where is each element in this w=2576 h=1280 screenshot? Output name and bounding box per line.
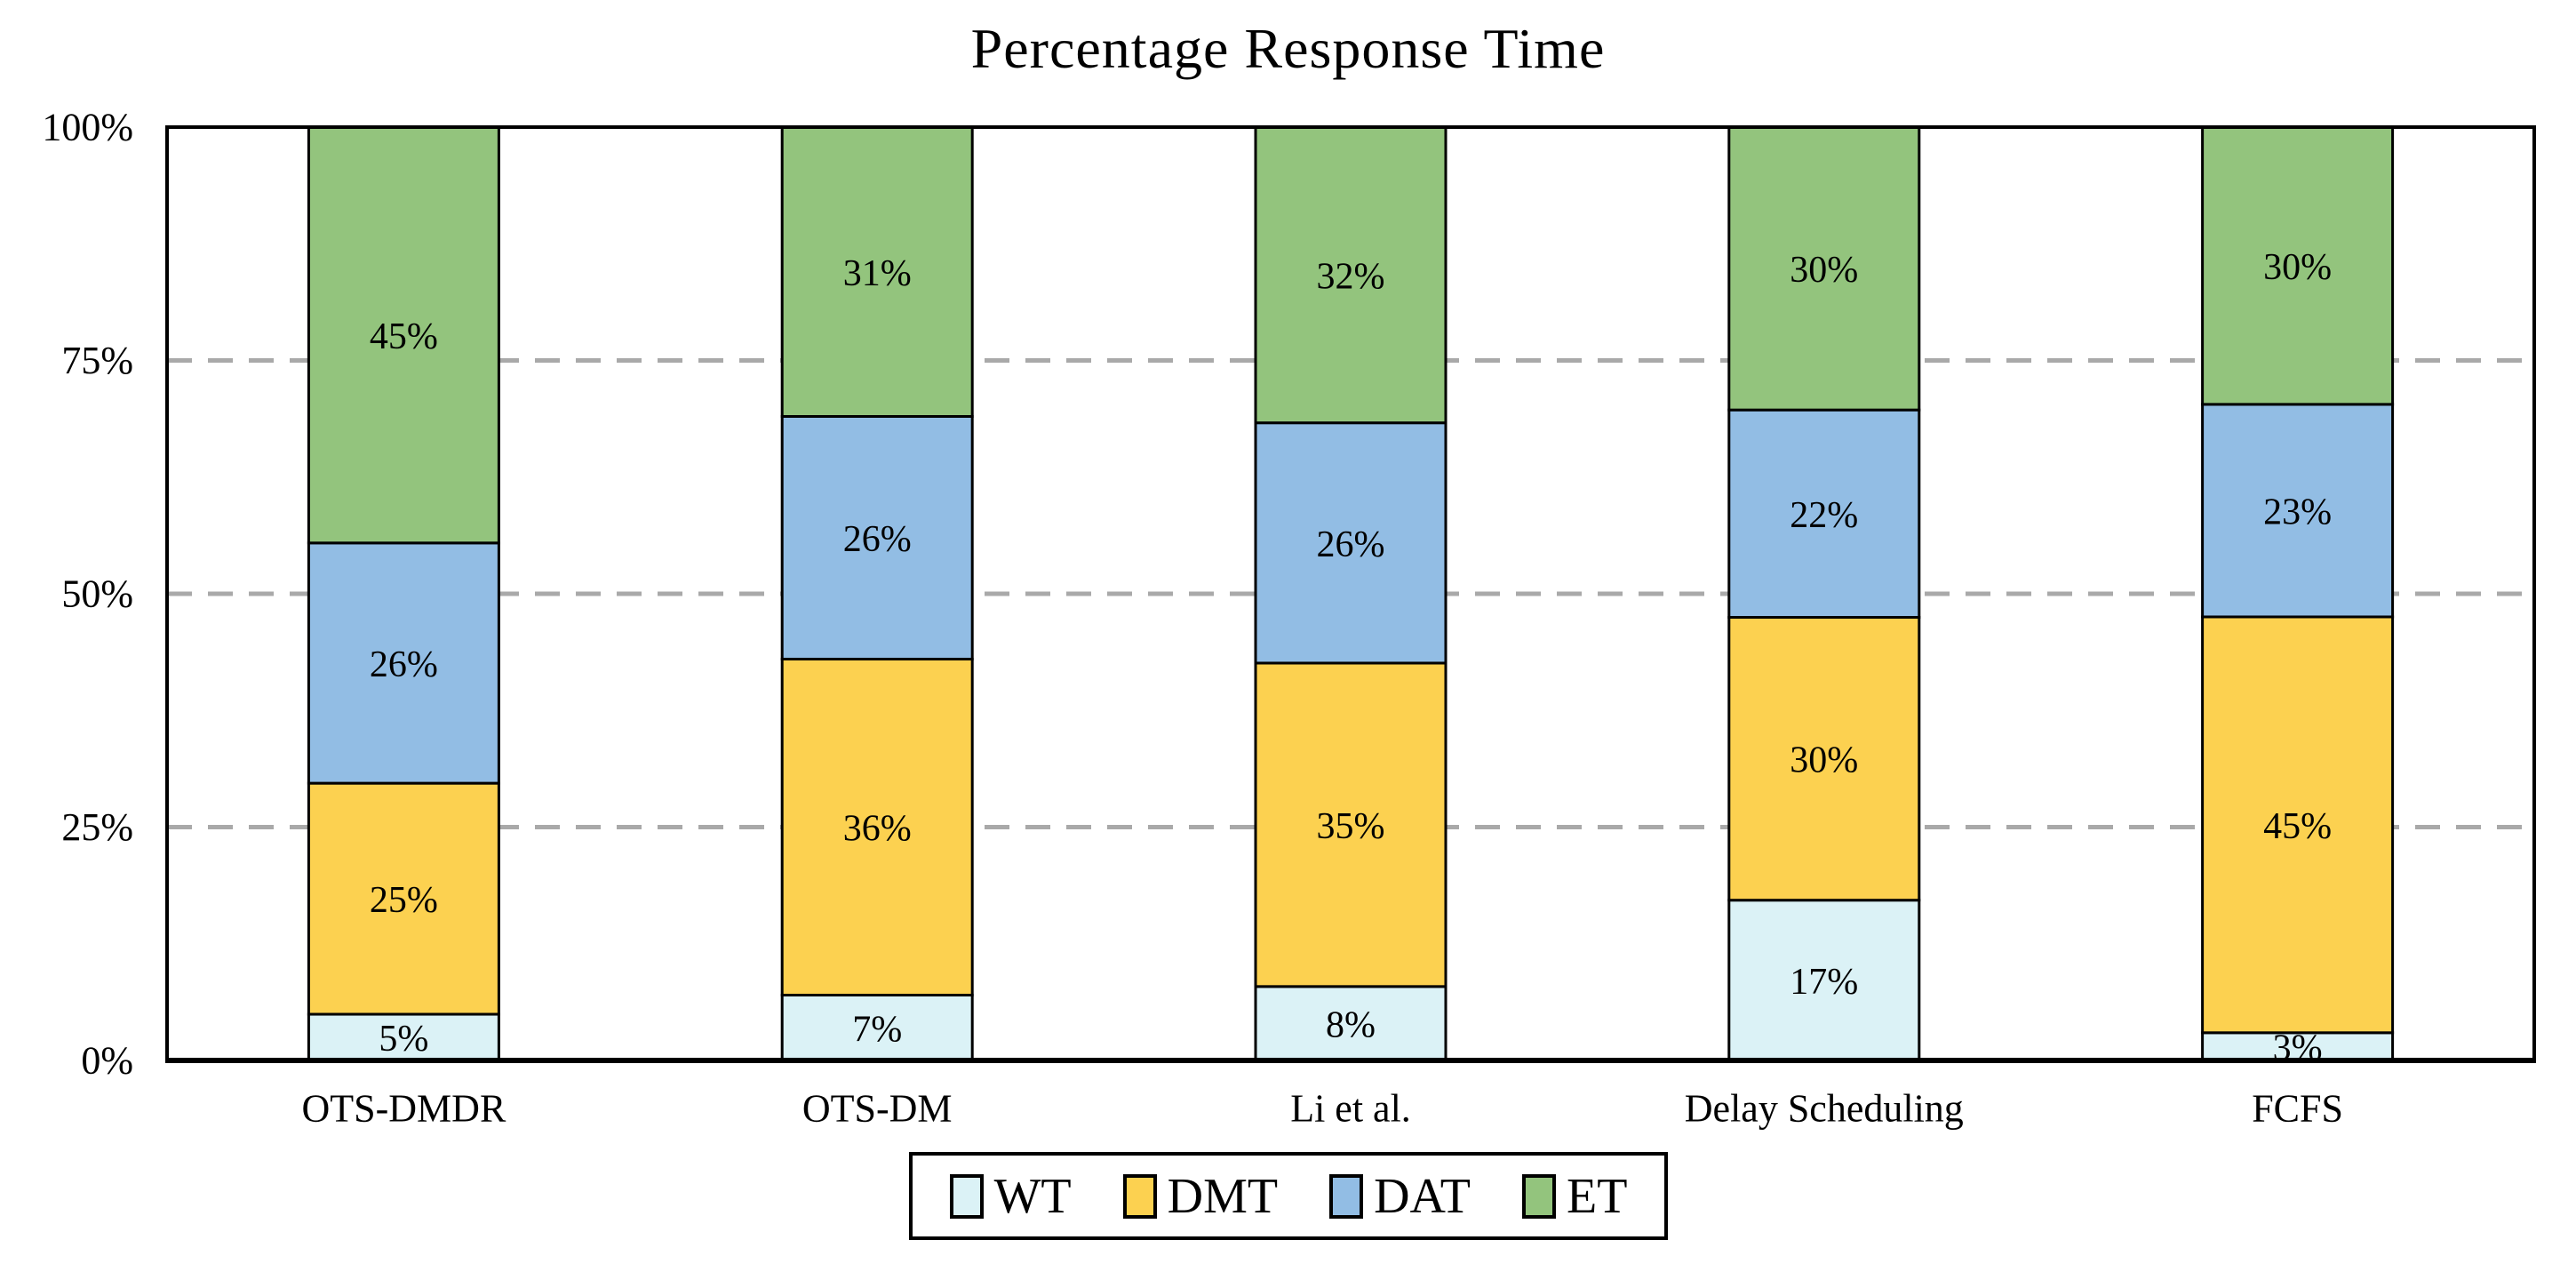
bar-segment-dat-2 — [780, 415, 974, 660]
value-label: 31% — [843, 253, 912, 294]
bar-segment-dmt-1 — [307, 781, 500, 1016]
value-label: 17% — [1790, 962, 1858, 1003]
bar-segment-et-1 — [307, 125, 500, 545]
value-label: 26% — [843, 519, 912, 560]
value-label: 35% — [1317, 806, 1385, 847]
x-tick-label: FCFS — [2252, 1087, 2343, 1131]
bar-segment-dat-5 — [2201, 403, 2395, 619]
value-label: 26% — [1317, 524, 1385, 565]
value-label: 22% — [1790, 495, 1858, 536]
value-label: 30% — [1790, 250, 1858, 291]
y-tick-label: 75% — [61, 339, 133, 382]
x-tick-label: OTS-DMDR — [302, 1087, 506, 1131]
legend-item-dat: DAT — [1329, 1172, 1471, 1221]
legend-label-dmt: DMT — [1167, 1168, 1279, 1224]
bar-segment-dmt-5 — [2201, 615, 2395, 1035]
value-label: 8% — [1326, 1004, 1376, 1045]
bar-segment-et-5 — [2201, 125, 2395, 406]
chart-title: Percentage Response Time — [970, 17, 1606, 80]
x-tick-label: OTS-DM — [802, 1087, 953, 1131]
legend-label-dat: DAT — [1374, 1168, 1471, 1224]
bar-segment-wt-1 — [307, 1012, 500, 1062]
legend-swatch-dat — [1329, 1173, 1364, 1219]
value-label: 26% — [370, 644, 438, 685]
value-label: 5% — [379, 1019, 428, 1060]
value-label: 32% — [1317, 256, 1385, 297]
y-tick-label: 100% — [42, 106, 133, 149]
value-label: 30% — [2263, 247, 2332, 288]
legend-label-et: ET — [1566, 1168, 1628, 1224]
legend-item-wt: WT — [949, 1168, 1072, 1224]
legend-swatch-et — [1521, 1173, 1556, 1219]
bar-segment-dat-3 — [1254, 421, 1448, 665]
value-label: 7% — [852, 1009, 902, 1050]
value-label: 45% — [370, 316, 438, 357]
legend-label-wt: WT — [993, 1168, 1072, 1224]
bar-segment-dmt-2 — [780, 658, 974, 996]
bar-segment-et-3 — [1254, 125, 1448, 425]
value-label: 45% — [2263, 806, 2332, 847]
value-label: 25% — [370, 880, 438, 921]
bar-segment-et-2 — [780, 125, 974, 418]
y-tick-label: 25% — [61, 805, 133, 849]
legend-item-et: ET — [1521, 1168, 1628, 1224]
value-label: 36% — [843, 809, 912, 850]
value-label: 23% — [2263, 492, 2332, 532]
bar-segment-wt-2 — [780, 994, 974, 1062]
legend-swatch-dmt — [1122, 1173, 1157, 1219]
value-label: 30% — [1790, 740, 1858, 781]
bar-segment-wt-3 — [1254, 985, 1448, 1062]
bar-segment-dat-4 — [1727, 408, 1921, 620]
bar-segment-dat-1 — [307, 541, 500, 785]
x-tick-label: Li et al. — [1290, 1087, 1411, 1131]
bar-segment-et-4 — [1727, 125, 1921, 412]
y-tick-label: 0% — [81, 1039, 133, 1083]
legend-item-dmt: DMT — [1122, 1168, 1279, 1224]
x-tick-label: Delay Scheduling — [1685, 1087, 1964, 1131]
legend-swatch-wt — [949, 1173, 984, 1219]
legend-box: WT DMT DAT ET — [909, 1152, 1668, 1240]
y-tick-label: 50% — [61, 572, 133, 616]
